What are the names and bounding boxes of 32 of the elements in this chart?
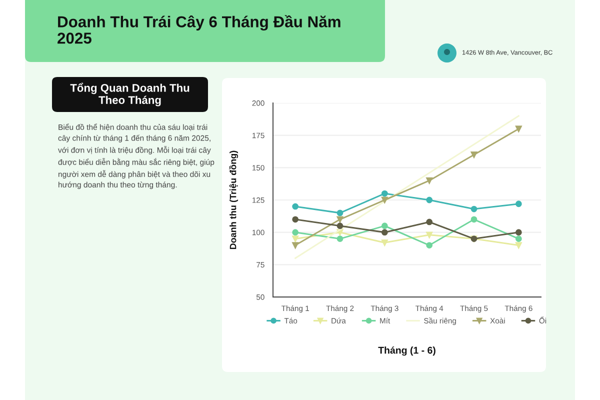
point bbox=[336, 216, 344, 223]
point bbox=[470, 216, 478, 223]
point bbox=[515, 242, 522, 248]
point bbox=[470, 206, 478, 212]
point bbox=[381, 190, 388, 197]
point bbox=[292, 229, 299, 236]
point bbox=[426, 218, 433, 226]
point bbox=[292, 236, 299, 242]
chart-title: Doanh Thu Trái Cây 6 Tháng Đầu Năm 2025 bbox=[58, 15, 340, 44]
point bbox=[381, 196, 388, 204]
point bbox=[515, 236, 522, 242]
point bbox=[515, 126, 522, 132]
point bbox=[381, 222, 388, 230]
y-axis-title: Doanh thu (Triệu đồng) bbox=[229, 150, 238, 250]
point bbox=[381, 229, 388, 236]
point bbox=[515, 200, 522, 208]
point bbox=[426, 242, 433, 248]
point bbox=[426, 232, 433, 238]
point bbox=[426, 177, 433, 184]
point bbox=[381, 239, 388, 246]
point bbox=[426, 196, 433, 204]
point bbox=[470, 152, 478, 158]
point bbox=[292, 216, 299, 223]
point bbox=[292, 203, 299, 210]
point bbox=[515, 229, 522, 236]
point bbox=[336, 210, 344, 216]
text: Tổng Quan Doanh Thu Theo Tháng bbox=[70, 82, 190, 106]
x-axis-title: Tháng (1 - 6) bbox=[378, 346, 436, 356]
point bbox=[292, 242, 299, 248]
line-series bbox=[294, 115, 520, 259]
point bbox=[336, 236, 344, 242]
point bbox=[336, 222, 344, 230]
